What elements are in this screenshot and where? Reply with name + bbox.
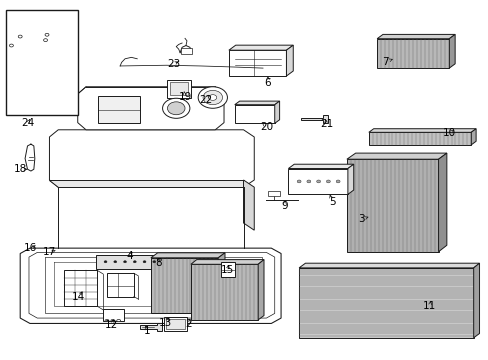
- Bar: [299, 268, 473, 338]
- Circle shape: [167, 102, 184, 115]
- Circle shape: [133, 261, 136, 263]
- Polygon shape: [346, 153, 446, 159]
- Circle shape: [9, 44, 13, 47]
- Polygon shape: [448, 35, 454, 68]
- Bar: [166, 319, 184, 329]
- Text: 5: 5: [328, 197, 335, 207]
- Bar: [234, 105, 274, 123]
- Text: 11: 11: [422, 301, 435, 311]
- Polygon shape: [473, 263, 479, 338]
- Polygon shape: [300, 116, 328, 123]
- Ellipse shape: [111, 319, 115, 321]
- Text: 14: 14: [72, 292, 85, 302]
- Bar: [376, 39, 448, 68]
- Circle shape: [153, 261, 156, 263]
- Text: 6: 6: [264, 78, 271, 88]
- Polygon shape: [274, 101, 279, 123]
- Bar: [170, 82, 187, 95]
- Text: 1: 1: [143, 326, 150, 336]
- Polygon shape: [286, 45, 293, 76]
- Polygon shape: [258, 260, 264, 320]
- Bar: [221, 262, 234, 277]
- Circle shape: [198, 87, 227, 108]
- Text: 20: 20: [260, 122, 273, 132]
- Ellipse shape: [117, 319, 121, 321]
- Polygon shape: [288, 164, 353, 168]
- Bar: [107, 273, 134, 297]
- Circle shape: [335, 180, 339, 183]
- Bar: [151, 258, 218, 314]
- Polygon shape: [243, 180, 254, 230]
- Ellipse shape: [105, 319, 109, 321]
- Polygon shape: [347, 164, 353, 194]
- Circle shape: [43, 39, 47, 41]
- Text: 9: 9: [281, 201, 287, 211]
- Bar: [181, 48, 191, 54]
- Text: 3: 3: [358, 215, 364, 224]
- Circle shape: [208, 95, 216, 100]
- Circle shape: [326, 180, 330, 183]
- Polygon shape: [29, 252, 274, 318]
- Polygon shape: [228, 45, 293, 50]
- Text: 4: 4: [126, 251, 133, 261]
- Circle shape: [306, 180, 310, 183]
- Polygon shape: [438, 153, 446, 252]
- Circle shape: [114, 261, 117, 263]
- Circle shape: [143, 261, 146, 263]
- Circle shape: [123, 261, 126, 263]
- Polygon shape: [218, 253, 224, 314]
- Polygon shape: [376, 35, 454, 39]
- Bar: [64, 270, 97, 306]
- Text: 16: 16: [24, 243, 38, 253]
- Circle shape: [316, 180, 320, 183]
- Text: 21: 21: [319, 119, 332, 129]
- Bar: [163, 317, 187, 330]
- Polygon shape: [151, 253, 224, 258]
- Text: 23: 23: [167, 59, 180, 69]
- Text: 18: 18: [14, 164, 27, 174]
- Bar: [228, 50, 286, 76]
- Circle shape: [18, 35, 22, 38]
- Polygon shape: [78, 87, 224, 130]
- Polygon shape: [234, 101, 279, 105]
- Circle shape: [297, 180, 301, 183]
- Bar: [98, 96, 140, 123]
- Bar: [346, 159, 438, 252]
- Bar: [5, 10, 78, 116]
- Polygon shape: [299, 263, 479, 268]
- Text: 15: 15: [221, 265, 234, 275]
- Circle shape: [203, 90, 222, 105]
- Bar: [167, 80, 190, 98]
- Bar: [368, 132, 470, 145]
- Polygon shape: [190, 260, 264, 264]
- Text: 10: 10: [442, 129, 455, 138]
- Text: 24: 24: [21, 118, 34, 128]
- Bar: [288, 168, 347, 194]
- Text: 2: 2: [185, 319, 191, 329]
- Text: 12: 12: [105, 320, 118, 330]
- Circle shape: [162, 98, 189, 118]
- Text: 8: 8: [155, 258, 161, 268]
- Polygon shape: [368, 129, 475, 132]
- Circle shape: [45, 33, 49, 36]
- Bar: [96, 255, 166, 269]
- Circle shape: [104, 261, 107, 263]
- Polygon shape: [470, 129, 475, 145]
- Polygon shape: [140, 323, 161, 331]
- Polygon shape: [20, 248, 281, 323]
- Polygon shape: [49, 130, 254, 187]
- Text: 19: 19: [178, 92, 191, 102]
- Bar: [267, 191, 279, 196]
- Text: 17: 17: [43, 247, 56, 257]
- Text: 13: 13: [159, 319, 172, 328]
- Polygon shape: [49, 180, 243, 187]
- Text: 22: 22: [199, 95, 212, 105]
- Bar: [103, 309, 123, 320]
- Bar: [190, 264, 258, 320]
- Text: 7: 7: [382, 57, 388, 67]
